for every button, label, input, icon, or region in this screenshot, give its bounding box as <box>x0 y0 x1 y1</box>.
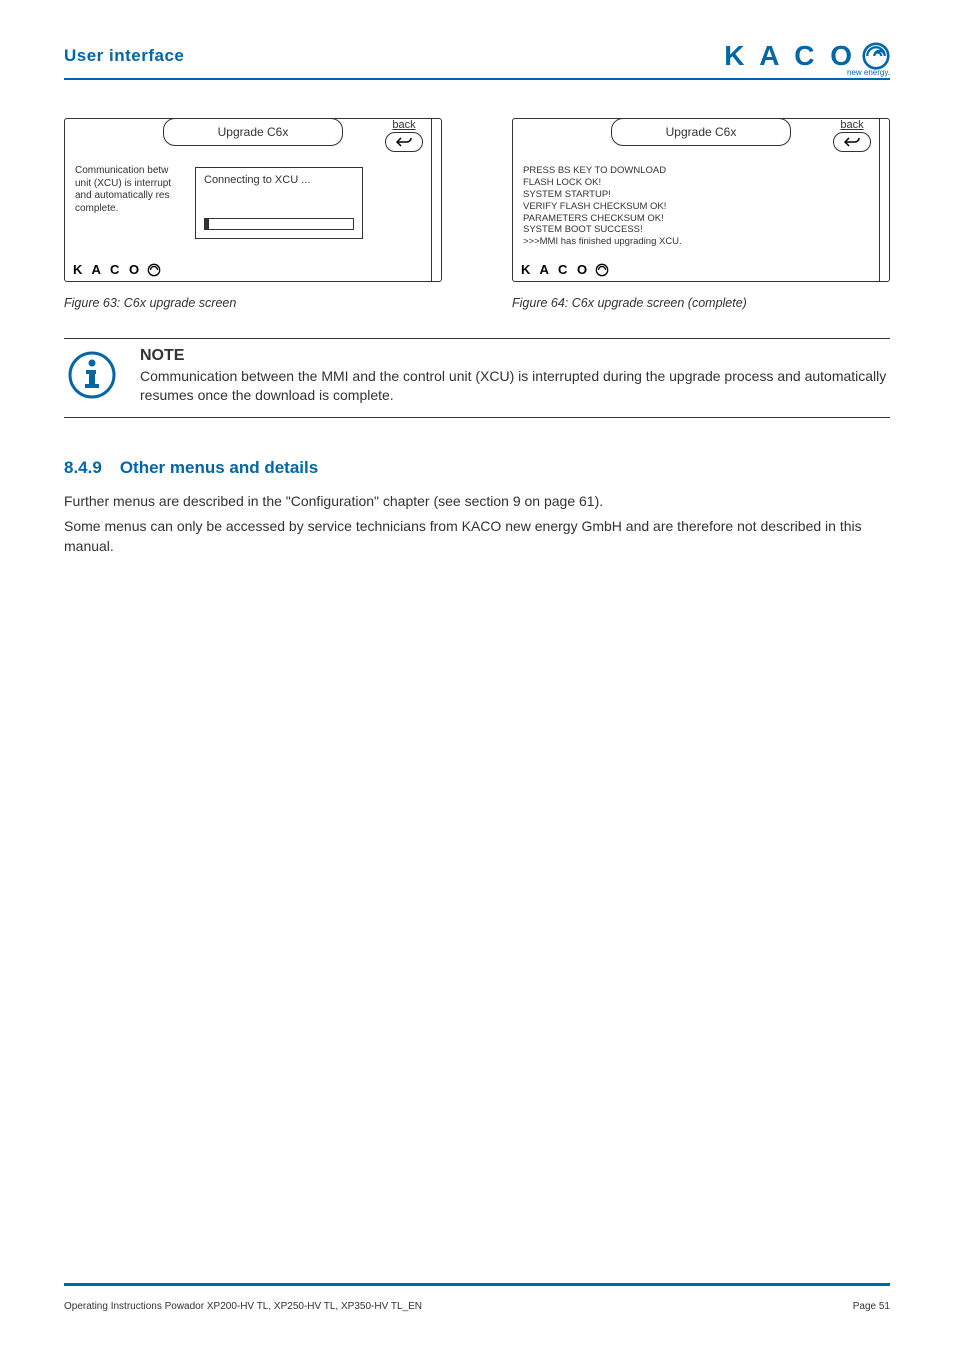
connecting-dialog: Connecting to XCU ... <box>195 167 363 239</box>
page-footer: Operating Instructions Powador XP200-HV … <box>64 1301 890 1312</box>
back-label: back <box>833 119 871 131</box>
screen-title: Upgrade C6x <box>611 118 791 146</box>
section-title: User interface <box>64 46 184 66</box>
figure-caption-right: Figure 64: C6x upgrade screen (complete) <box>512 296 890 310</box>
page-header: User interface K A C O <box>64 40 890 80</box>
device-screen-right: Upgrade C6x back PRESS BS KEY TO DOWNLOA… <box>512 118 890 282</box>
logo-text: K A C O <box>724 40 856 72</box>
back-arrow-icon <box>395 136 413 148</box>
device-screen-left: Upgrade C6x back Communication betw unit… <box>64 118 442 282</box>
dialog-text: Connecting to XCU ... <box>204 174 354 186</box>
subsection-number: 8.4.9 <box>64 458 102 478</box>
note-body: Communication between the MMI and the co… <box>140 367 890 405</box>
screen-footer-logo: K A C O <box>73 262 161 277</box>
footer-logo-text: K A C O <box>521 262 590 277</box>
footer-logo-text: K A C O <box>73 262 142 277</box>
subsection-heading: 8.4.9 Other menus and details <box>64 458 890 478</box>
swirl-icon <box>862 42 890 70</box>
progress-bar <box>204 218 354 230</box>
back-group: back <box>385 119 423 152</box>
screen-title: Upgrade C6x <box>163 118 343 146</box>
figure-left: Upgrade C6x back Communication betw unit… <box>64 118 442 282</box>
back-button[interactable] <box>833 132 871 152</box>
figures-row: Upgrade C6x back Communication betw unit… <box>64 118 890 282</box>
figure-right: Upgrade C6x back PRESS BS KEY TO DOWNLOA… <box>512 118 890 282</box>
swirl-icon <box>595 263 609 277</box>
back-arrow-icon <box>843 136 861 148</box>
body-line: PARAMETERS CHECKSUM OK! <box>523 213 873 225</box>
body-line: SYSTEM STARTUP! <box>523 189 873 201</box>
body-line: PRESS BS KEY TO DOWNLOAD <box>523 165 873 177</box>
info-icon <box>64 347 120 405</box>
body-line: FLASH LOCK OK! <box>523 177 873 189</box>
scrollbar[interactable] <box>879 119 889 281</box>
swirl-icon <box>147 263 161 277</box>
note-title: NOTE <box>140 347 890 365</box>
body-line: SYSTEM BOOT SUCCESS! <box>523 224 873 236</box>
screen-footer-logo: K A C O <box>521 262 609 277</box>
logo-subtext: new energy. <box>847 68 890 77</box>
back-group: back <box>833 119 871 152</box>
scrollbar[interactable] <box>431 119 441 281</box>
subsection-title: Other menus and details <box>120 458 318 478</box>
progress-fill <box>205 219 209 229</box>
paragraph: Further menus are described in the "Conf… <box>64 492 890 512</box>
back-button[interactable] <box>385 132 423 152</box>
body-line: VERIFY FLASH CHECKSUM OK! <box>523 201 873 213</box>
paragraph: Some menus can only be accessed by servi… <box>64 517 890 556</box>
body-line: >>>MMI has finished upgrading XCU. <box>523 236 873 248</box>
note-content: NOTE Communication between the MMI and t… <box>140 347 890 405</box>
footer-doc-title: Operating Instructions Powador XP200-HV … <box>64 1301 422 1312</box>
screen-body-right: PRESS BS KEY TO DOWNLOAD FLASH LOCK OK! … <box>523 165 873 248</box>
footer-page-number: Page 51 <box>853 1301 890 1312</box>
figure-caption-left: Figure 63: C6x upgrade screen <box>64 296 442 310</box>
captions-row: Figure 63: C6x upgrade screen Figure 64:… <box>64 288 890 310</box>
footer-rule <box>64 1283 890 1286</box>
back-label: back <box>385 119 423 131</box>
note-block: NOTE Communication between the MMI and t… <box>64 338 890 418</box>
